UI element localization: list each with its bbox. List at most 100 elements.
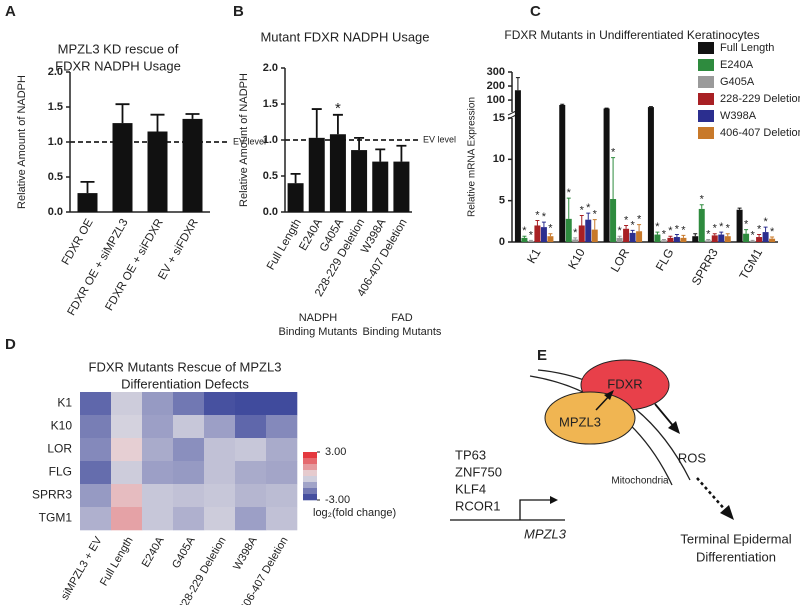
error-bar	[750, 239, 755, 242]
legend-swatch	[698, 59, 714, 71]
heatmap-cell	[142, 484, 174, 508]
chart-title: FDXR Mutants in Undifferentiated Keratin…	[504, 28, 759, 42]
y-tick-label: 15	[493, 112, 505, 124]
bar	[77, 193, 98, 212]
heatmap-cell	[204, 438, 236, 462]
error-bar	[290, 172, 301, 184]
y-tick-label: 0.5	[48, 171, 63, 183]
error-bar	[757, 234, 762, 238]
legend-swatch	[698, 76, 714, 88]
bar	[647, 107, 654, 242]
bar	[559, 104, 566, 242]
x-tick-label: SPRR3	[689, 246, 721, 288]
bar	[147, 131, 168, 212]
y-tick-label: 0.0	[48, 206, 63, 218]
bar	[705, 240, 712, 242]
error-bar	[528, 239, 533, 242]
colorbar-tick-label: 3.00	[325, 446, 346, 458]
bar	[724, 236, 731, 242]
y-tick-label: 0	[499, 236, 505, 248]
bar	[762, 232, 769, 242]
heatmap-cell	[142, 415, 174, 439]
bar	[565, 218, 572, 242]
significance: *	[668, 225, 673, 237]
arrowhead	[604, 390, 614, 400]
significance: *	[763, 216, 768, 228]
colorbar-step	[303, 488, 317, 495]
heatmap-cell	[80, 392, 112, 416]
bar	[534, 225, 541, 242]
arrowhead	[668, 421, 680, 434]
error-bar	[693, 233, 698, 237]
significance: *	[529, 229, 534, 241]
colorbar-label: log₂(fold change)	[313, 507, 396, 519]
heatmap-cell	[142, 461, 174, 485]
y-tick-label: 1.0	[263, 134, 278, 146]
error-bar	[573, 237, 578, 240]
error-bar	[624, 224, 629, 229]
heatmap-cell	[111, 415, 143, 439]
error-bar	[630, 229, 635, 233]
bar	[585, 219, 592, 242]
panel-letter: A	[5, 3, 16, 20]
significance: *	[617, 225, 622, 237]
heatmap-cell	[111, 438, 143, 462]
bar	[692, 236, 699, 242]
error-bar	[725, 233, 730, 237]
reference-label: EV level	[233, 136, 266, 146]
error-bar	[515, 77, 520, 91]
error-bar	[566, 197, 571, 219]
heatmap-cell	[266, 461, 298, 485]
significance: *	[522, 225, 527, 237]
error-bar	[668, 235, 673, 238]
heatmap-cell	[235, 415, 267, 439]
x-tick-label: K1	[524, 246, 544, 266]
panel-letter: B	[233, 3, 244, 20]
group-label: Binding Mutants	[279, 326, 358, 338]
error-bar	[150, 113, 165, 132]
significance: *	[542, 211, 547, 223]
heatmap-cell	[266, 438, 298, 462]
heatmap-cell	[266, 415, 298, 439]
compartment-label: Mitochondria	[611, 476, 669, 487]
heatmap-cell	[173, 438, 205, 462]
heatmap-cell	[111, 392, 143, 416]
y-tick-label: 1.5	[263, 98, 278, 110]
significance: *	[744, 219, 749, 231]
error-bar	[655, 231, 660, 235]
column-label: G405A	[170, 534, 198, 570]
bar	[736, 209, 743, 242]
y-axis-label: Relative Amount of NADPH	[16, 75, 28, 209]
bar	[372, 161, 389, 212]
y-axis-label: Relative Amount of NADPH	[238, 73, 250, 207]
regulator-label: TP63	[455, 447, 486, 462]
product-label: ROS	[678, 450, 707, 465]
error-bar	[763, 226, 768, 233]
y-tick-label: 2.0	[263, 62, 278, 74]
regulator-label: RCOR1	[455, 498, 501, 513]
chart-title: FDXR NADPH Usage	[55, 58, 181, 73]
bar	[112, 123, 133, 212]
significance: *	[586, 202, 591, 214]
panel-letter: E	[537, 347, 547, 364]
significance: *	[719, 221, 724, 233]
panel-letter: D	[5, 336, 16, 353]
bar	[527, 241, 534, 242]
gene-label: MPZL3	[524, 526, 567, 541]
y-tick-label: 1.0	[48, 136, 63, 148]
heatmap-cell	[80, 438, 112, 462]
colorbar-step	[303, 470, 317, 477]
bar	[667, 237, 674, 242]
colorbar-step	[303, 458, 317, 465]
heatmap-cell	[142, 392, 174, 416]
error-bar	[674, 234, 679, 238]
heatmap-cell	[142, 507, 174, 531]
colorbar-tick-label: -3.00	[325, 494, 350, 506]
y-tick-label: 200	[487, 80, 505, 92]
chart-title: FDXR Mutants Rescue of MPZL3	[89, 359, 282, 374]
column-label: siMPZL3 + EV	[59, 534, 105, 602]
row-label: TGM1	[39, 511, 73, 525]
significance: *	[630, 219, 635, 231]
significance: *	[580, 204, 585, 216]
bar	[749, 241, 756, 242]
